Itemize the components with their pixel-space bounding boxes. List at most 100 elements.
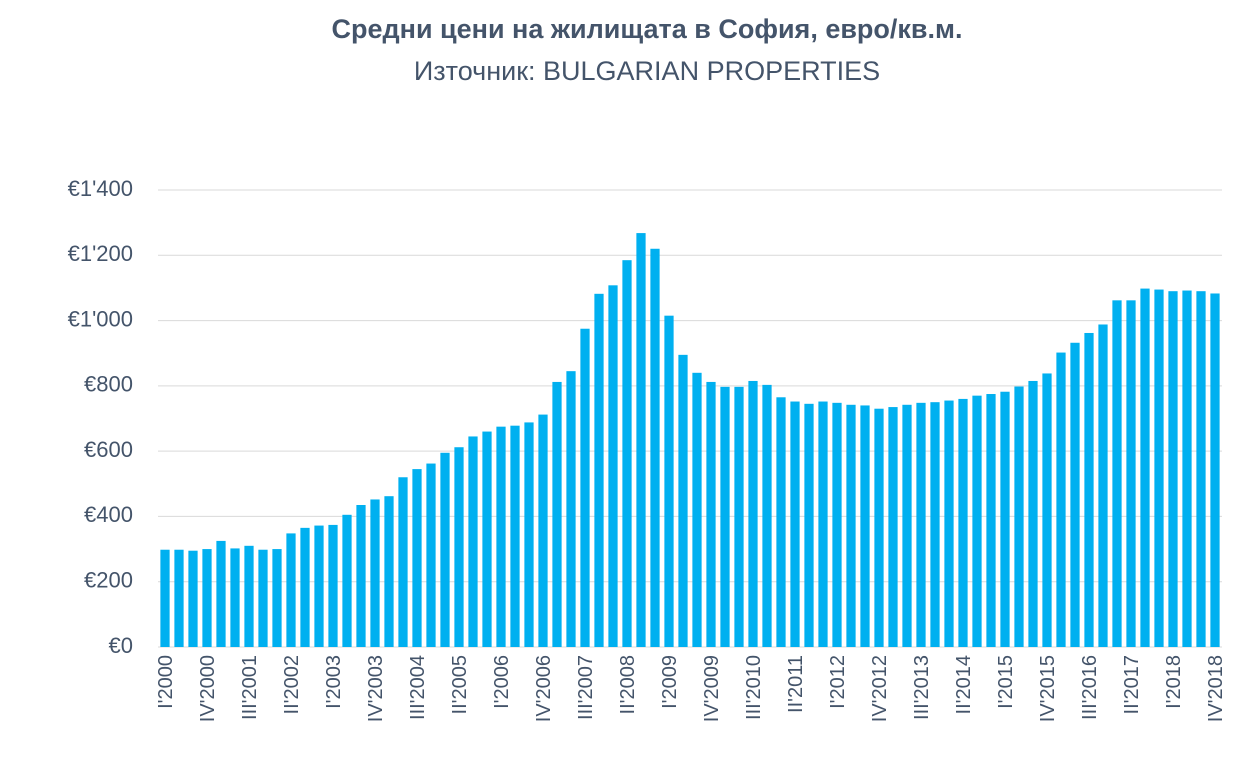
bar bbox=[566, 371, 576, 647]
bar bbox=[678, 354, 688, 647]
bar bbox=[552, 381, 562, 647]
x-tick-label: I'2000 bbox=[155, 655, 177, 709]
x-tick-label: IV'2006 bbox=[533, 655, 555, 722]
bar bbox=[314, 525, 324, 647]
y-tick-label: €1'400 bbox=[68, 176, 133, 201]
bar bbox=[958, 398, 968, 647]
x-tick-label: III'2013 bbox=[911, 655, 933, 720]
chart-title: Средни цени на жилищата в София, евро/кв… bbox=[331, 14, 962, 44]
bar bbox=[874, 408, 884, 647]
y-tick-label: €1'000 bbox=[68, 306, 133, 331]
bar bbox=[762, 384, 772, 647]
bar bbox=[846, 404, 856, 647]
bar bbox=[1000, 391, 1010, 647]
x-tick-label: I'2015 bbox=[995, 655, 1017, 709]
bar bbox=[440, 452, 450, 647]
x-tick-label: IV'2009 bbox=[701, 655, 723, 722]
bar bbox=[342, 514, 352, 647]
bar bbox=[258, 549, 268, 647]
x-tick-label: IV'2003 bbox=[365, 655, 387, 722]
bar bbox=[972, 395, 982, 647]
bar bbox=[622, 260, 632, 647]
bar bbox=[790, 401, 800, 647]
bar bbox=[734, 386, 744, 647]
bar bbox=[944, 400, 954, 647]
bar bbox=[1056, 352, 1066, 647]
bar bbox=[1014, 386, 1024, 647]
bar bbox=[748, 380, 758, 647]
bar bbox=[1084, 332, 1094, 647]
bar bbox=[202, 549, 212, 647]
bar bbox=[636, 233, 646, 648]
bar bbox=[664, 315, 674, 647]
x-tick-label: II'2017 bbox=[1121, 655, 1143, 714]
bar bbox=[832, 402, 842, 647]
x-tick-label: II'2005 bbox=[449, 655, 471, 714]
x-tick-label: I'2009 bbox=[659, 655, 681, 709]
bar bbox=[1154, 289, 1164, 647]
bar bbox=[1196, 291, 1206, 647]
bar bbox=[426, 463, 436, 647]
bar bbox=[384, 496, 394, 647]
x-tick-label: III'2010 bbox=[743, 655, 765, 720]
bar bbox=[174, 549, 184, 647]
bar bbox=[356, 505, 366, 647]
bar bbox=[300, 527, 310, 647]
bar bbox=[776, 397, 786, 647]
chart-subtitle: Източник: BULGARIAN PROPERTIES bbox=[414, 56, 880, 86]
bar bbox=[916, 402, 926, 647]
y-tick-label: €0 bbox=[109, 633, 133, 658]
x-tick-label: III'2016 bbox=[1079, 655, 1101, 720]
bar bbox=[468, 436, 478, 647]
bar bbox=[328, 524, 338, 647]
x-tick-label: I'2003 bbox=[323, 655, 345, 709]
bar bbox=[720, 386, 730, 647]
bar bbox=[230, 548, 240, 647]
bar bbox=[860, 405, 870, 647]
bar bbox=[510, 425, 520, 647]
bar bbox=[398, 477, 408, 647]
y-tick-label: €800 bbox=[84, 372, 133, 397]
x-tick-label: III'2007 bbox=[575, 655, 597, 720]
x-tick-label: II'2008 bbox=[617, 655, 639, 714]
x-tick-label: II'2011 bbox=[785, 655, 807, 713]
bar bbox=[524, 422, 534, 647]
x-tick-label: III'2004 bbox=[407, 655, 429, 720]
bar bbox=[412, 469, 422, 647]
bar bbox=[818, 401, 828, 647]
bar bbox=[1140, 288, 1150, 647]
bar bbox=[538, 414, 548, 647]
x-tick-label: I'2012 bbox=[827, 655, 849, 709]
x-tick-label: I'2006 bbox=[491, 655, 513, 709]
bar bbox=[286, 533, 296, 647]
bar bbox=[692, 372, 702, 647]
bar bbox=[482, 431, 492, 647]
bar bbox=[370, 499, 380, 647]
bar bbox=[580, 328, 590, 647]
bar bbox=[1182, 290, 1192, 647]
bar bbox=[1042, 373, 1052, 647]
bar bbox=[1126, 300, 1136, 647]
bar bbox=[888, 407, 898, 647]
bar bbox=[1112, 300, 1122, 647]
bar bbox=[496, 426, 506, 647]
x-tick-label: I'2018 bbox=[1163, 655, 1185, 709]
bar bbox=[608, 285, 618, 647]
bar bbox=[454, 447, 464, 647]
x-tick-label: IV'2012 bbox=[869, 655, 891, 722]
bar bbox=[188, 550, 198, 647]
bar bbox=[216, 540, 226, 647]
bar bbox=[930, 402, 940, 647]
bar bbox=[650, 248, 660, 647]
y-tick-label: €200 bbox=[84, 568, 133, 593]
x-tick-label: II'2014 bbox=[953, 655, 975, 714]
x-tick-label: IV'2015 bbox=[1037, 655, 1059, 722]
bar bbox=[1168, 291, 1178, 647]
bar bbox=[1070, 342, 1080, 647]
bar bbox=[594, 293, 604, 647]
x-tick-label: III'2001 bbox=[239, 655, 261, 720]
bar bbox=[986, 394, 996, 647]
bar bbox=[902, 404, 912, 647]
x-tick-label: II'2002 bbox=[281, 655, 303, 714]
